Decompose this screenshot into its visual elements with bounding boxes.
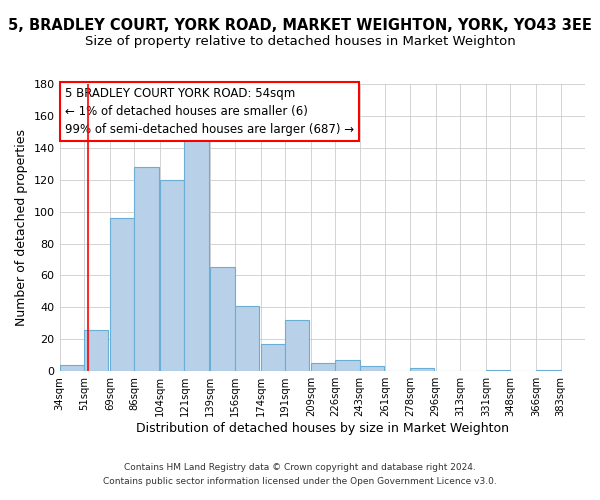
Text: Contains public sector information licensed under the Open Government Licence v3: Contains public sector information licen…	[103, 477, 497, 486]
Bar	[235, 306, 259, 371]
Bar	[486, 370, 511, 371]
X-axis label: Distribution of detached houses by size in Market Weighton: Distribution of detached houses by size …	[136, 422, 509, 435]
Text: Contains HM Land Registry data © Crown copyright and database right 2024.: Contains HM Land Registry data © Crown c…	[124, 464, 476, 472]
Bar	[184, 132, 209, 371]
Bar	[260, 344, 285, 371]
Bar	[311, 363, 335, 371]
Bar	[359, 366, 384, 371]
Bar	[210, 268, 235, 371]
Bar	[110, 218, 134, 371]
Bar	[84, 330, 109, 371]
Text: Size of property relative to detached houses in Market Weighton: Size of property relative to detached ho…	[85, 35, 515, 48]
Text: 5 BRADLEY COURT YORK ROAD: 54sqm
← 1% of detached houses are smaller (6)
99% of : 5 BRADLEY COURT YORK ROAD: 54sqm ← 1% of…	[65, 87, 354, 136]
Bar	[536, 370, 560, 371]
Bar	[59, 365, 84, 371]
Text: 5, BRADLEY COURT, YORK ROAD, MARKET WEIGHTON, YORK, YO43 3EE: 5, BRADLEY COURT, YORK ROAD, MARKET WEIG…	[8, 18, 592, 32]
Bar	[335, 360, 359, 371]
Bar	[160, 180, 184, 371]
Bar	[410, 368, 434, 371]
Y-axis label: Number of detached properties: Number of detached properties	[15, 129, 28, 326]
Bar	[134, 167, 158, 371]
Bar	[285, 320, 310, 371]
